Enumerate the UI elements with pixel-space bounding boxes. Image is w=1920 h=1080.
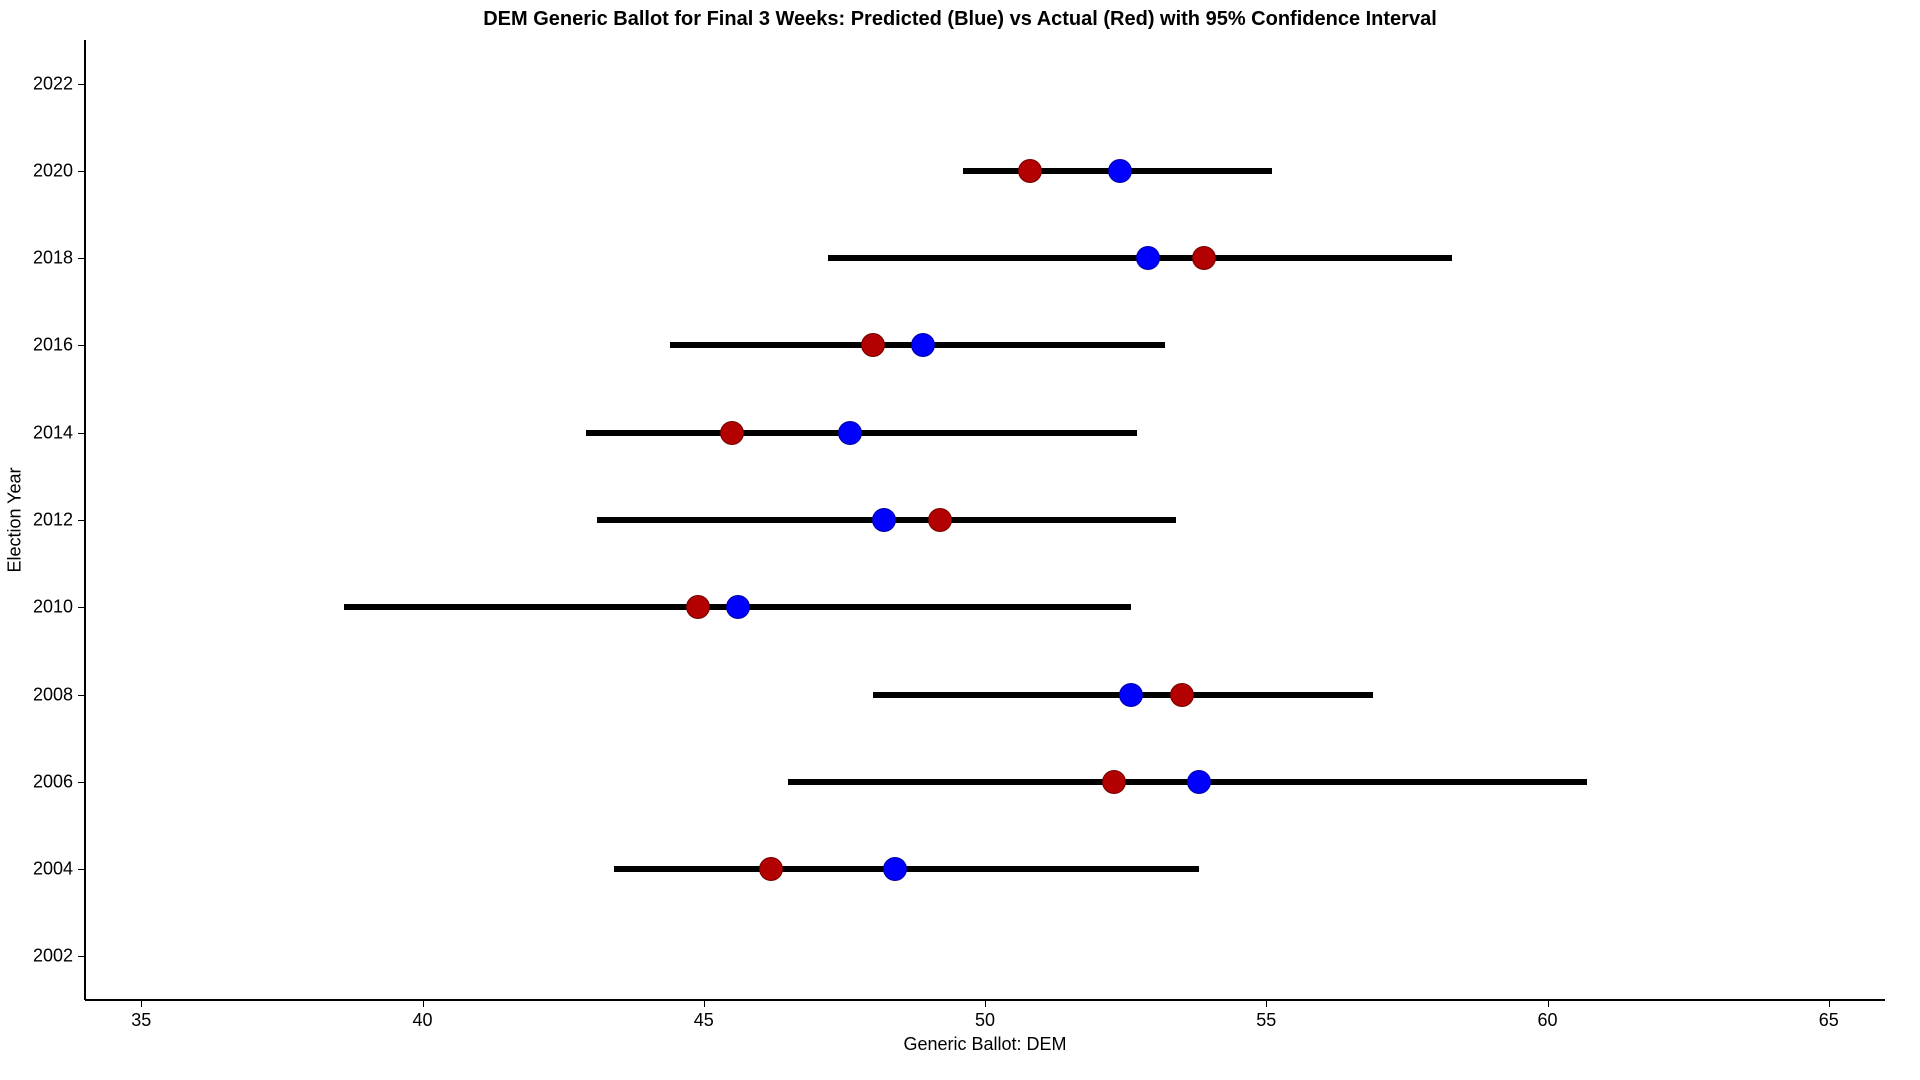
y-tick-label: 2018 <box>33 248 73 269</box>
x-tick <box>704 1000 705 1007</box>
y-tick <box>78 695 85 696</box>
x-tick <box>1829 1000 1830 1007</box>
x-tick-label: 40 <box>412 1010 432 1031</box>
actual-dot <box>861 333 885 357</box>
chart-title: DEM Generic Ballot for Final 3 Weeks: Pr… <box>0 8 1920 31</box>
actual-dot <box>928 508 952 532</box>
y-tick-label: 2020 <box>33 160 73 181</box>
x-tick-label: 65 <box>1819 1010 1839 1031</box>
y-tick <box>78 520 85 521</box>
y-tick <box>78 433 85 434</box>
y-tick <box>78 84 85 85</box>
chart-container: DEM Generic Ballot for Final 3 Weeks: Pr… <box>0 0 1920 1080</box>
x-tick <box>985 1000 986 1007</box>
predicted-dot <box>838 421 862 445</box>
y-tick-label: 2014 <box>33 422 73 443</box>
predicted-dot <box>883 857 907 881</box>
actual-dot <box>759 857 783 881</box>
actual-dot <box>1018 159 1042 183</box>
y-tick <box>78 258 85 259</box>
y-tick-label: 2010 <box>33 597 73 618</box>
actual-dot <box>1192 246 1216 270</box>
y-tick-label: 2002 <box>33 946 73 967</box>
y-tick-label: 2012 <box>33 510 73 531</box>
x-tick-label: 45 <box>694 1010 714 1031</box>
x-tick-label: 50 <box>975 1010 995 1031</box>
x-tick <box>141 1000 142 1007</box>
y-tick <box>78 869 85 870</box>
predicted-dot <box>872 508 896 532</box>
x-axis-title: Generic Ballot: DEM <box>903 1034 1066 1055</box>
plot-area: 35404550556065Generic Ballot: DEM2002200… <box>85 40 1885 1000</box>
x-tick <box>423 1000 424 1007</box>
actual-dot <box>720 421 744 445</box>
y-tick <box>78 171 85 172</box>
y-tick-label: 2016 <box>33 335 73 356</box>
x-tick-label: 35 <box>131 1010 151 1031</box>
predicted-dot <box>1119 683 1143 707</box>
actual-dot <box>1102 770 1126 794</box>
actual-dot <box>1170 683 1194 707</box>
y-tick-label: 2008 <box>33 684 73 705</box>
y-axis-title: Election Year <box>5 467 26 572</box>
y-tick <box>78 345 85 346</box>
x-tick-label: 60 <box>1537 1010 1557 1031</box>
x-tick-label: 55 <box>1256 1010 1276 1031</box>
predicted-dot <box>1187 770 1211 794</box>
y-tick <box>78 956 85 957</box>
y-tick-label: 2022 <box>33 73 73 94</box>
y-tick-label: 2004 <box>33 859 73 880</box>
predicted-dot <box>726 595 750 619</box>
y-tick-label: 2006 <box>33 771 73 792</box>
y-tick <box>78 607 85 608</box>
x-tick <box>1548 1000 1549 1007</box>
x-tick <box>1266 1000 1267 1007</box>
actual-dot <box>686 595 710 619</box>
predicted-dot <box>911 333 935 357</box>
predicted-dot <box>1108 159 1132 183</box>
y-tick <box>78 782 85 783</box>
predicted-dot <box>1136 246 1160 270</box>
